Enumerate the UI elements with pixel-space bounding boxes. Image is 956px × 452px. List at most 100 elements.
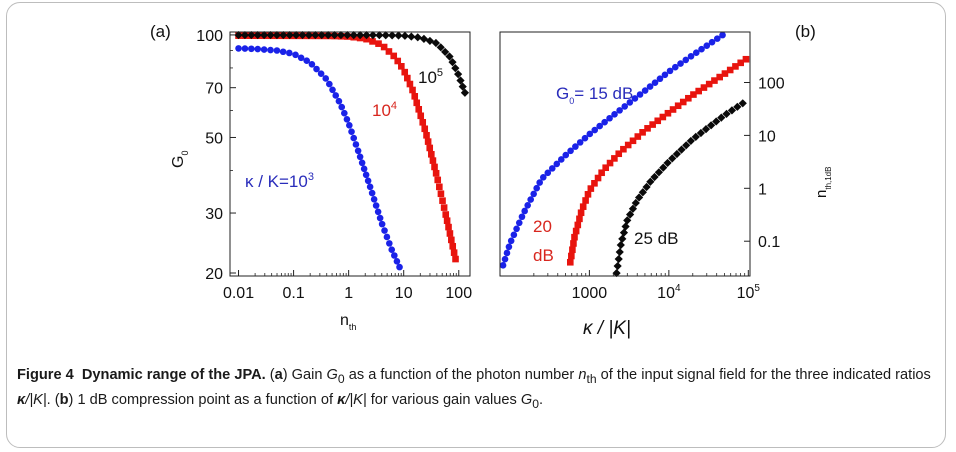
y-tick-label: 100 bbox=[758, 75, 785, 92]
data-point bbox=[692, 49, 700, 57]
data-point bbox=[390, 52, 398, 60]
data-point bbox=[677, 145, 686, 154]
data-point bbox=[428, 150, 435, 158]
data-point bbox=[691, 132, 700, 141]
data-point bbox=[616, 240, 625, 250]
caption-text: as a function of the photon number bbox=[344, 367, 579, 383]
data-point bbox=[656, 75, 664, 83]
data-point bbox=[628, 204, 638, 213]
data-point bbox=[649, 121, 656, 128]
data-point bbox=[733, 102, 742, 111]
data-point bbox=[591, 126, 599, 134]
data-point bbox=[623, 216, 632, 225]
data-point bbox=[654, 117, 662, 125]
data-point bbox=[401, 68, 409, 76]
data-point bbox=[398, 63, 405, 70]
data-point bbox=[376, 214, 384, 222]
data-point bbox=[266, 30, 275, 40]
data-point bbox=[442, 211, 450, 218]
data-point bbox=[378, 220, 386, 228]
data-point bbox=[421, 125, 429, 133]
data-point bbox=[372, 202, 380, 209]
data-point bbox=[711, 77, 718, 84]
caption-symbol: G bbox=[520, 392, 533, 409]
data-point bbox=[722, 109, 731, 118]
data-point bbox=[267, 46, 274, 54]
data-point bbox=[234, 30, 243, 40]
panel-b-series-1 bbox=[566, 55, 750, 266]
data-point bbox=[332, 92, 340, 99]
data-point bbox=[579, 203, 587, 210]
data-point bbox=[611, 111, 618, 118]
data-point bbox=[431, 38, 441, 48]
data-point bbox=[614, 254, 623, 264]
data-point bbox=[713, 35, 721, 42]
caption-symbol: /|K| bbox=[25, 392, 47, 409]
data-point bbox=[349, 30, 358, 40]
data-point bbox=[601, 118, 608, 126]
data-point bbox=[712, 117, 721, 126]
data-point bbox=[510, 231, 518, 239]
data-point bbox=[737, 59, 744, 67]
data-point bbox=[456, 76, 465, 85]
x-tick-label: 1000 bbox=[572, 285, 608, 302]
data-point bbox=[375, 40, 382, 47]
x-tick-label: 1 bbox=[344, 285, 353, 302]
y-tick-label: 10 bbox=[758, 128, 776, 145]
data-point bbox=[343, 30, 352, 40]
data-point bbox=[366, 183, 374, 191]
data-point bbox=[298, 30, 307, 40]
data-point bbox=[572, 227, 580, 235]
data-point bbox=[636, 91, 644, 98]
data-point bbox=[419, 34, 429, 43]
data-point bbox=[615, 247, 624, 257]
data-point bbox=[615, 150, 623, 158]
data-point bbox=[576, 139, 584, 146]
panel-a: (a) 0.01 0.1 1 10 100 100 70 50 30 20 nth G0 κ /… bbox=[150, 22, 472, 332]
data-point bbox=[639, 129, 646, 136]
data-point bbox=[696, 128, 706, 138]
caption-text: . bbox=[538, 392, 544, 409]
x-tick-label: 0.1 bbox=[282, 285, 304, 302]
panel-a-xlabel: nth bbox=[340, 312, 356, 332]
data-point bbox=[567, 147, 574, 155]
data-point bbox=[446, 230, 454, 237]
panel-b-label: (b) bbox=[795, 22, 816, 41]
data-point bbox=[415, 105, 423, 113]
panel-b-axes-frame bbox=[499, 31, 751, 277]
panel-b-xlabel: κ / |K| bbox=[583, 318, 631, 339]
series-label-15db: G0= 15 dB bbox=[556, 84, 633, 106]
data-point bbox=[618, 234, 627, 243]
data-point bbox=[443, 217, 451, 225]
data-point bbox=[539, 173, 547, 181]
data-point bbox=[659, 113, 667, 121]
x-tick-label: 10 bbox=[395, 285, 413, 302]
data-point bbox=[569, 246, 576, 254]
data-point bbox=[394, 57, 402, 65]
data-point bbox=[338, 103, 346, 111]
data-point bbox=[460, 88, 470, 97]
data-point bbox=[346, 122, 353, 129]
data-point bbox=[548, 165, 556, 172]
data-point bbox=[292, 30, 301, 40]
data-point bbox=[348, 128, 355, 136]
data-point bbox=[424, 138, 432, 145]
panel-a-label: (a) bbox=[150, 22, 171, 41]
caption-text: ) Gain bbox=[282, 367, 327, 383]
data-point bbox=[570, 240, 577, 247]
data-point bbox=[669, 106, 677, 113]
data-point bbox=[450, 249, 458, 256]
data-point bbox=[719, 31, 726, 39]
data-point bbox=[322, 75, 330, 82]
data-point bbox=[391, 252, 398, 259]
y-tick-label: 30 bbox=[205, 206, 223, 223]
figure-frame bbox=[6, 2, 946, 448]
data-point bbox=[507, 237, 515, 245]
data-point bbox=[330, 30, 339, 40]
data-point bbox=[687, 52, 695, 60]
data-point bbox=[434, 176, 442, 184]
data-point bbox=[626, 210, 635, 219]
caption-text: ) 1 dB compression point as a function o… bbox=[68, 392, 338, 409]
data-point bbox=[566, 258, 574, 266]
data-point bbox=[533, 184, 540, 192]
